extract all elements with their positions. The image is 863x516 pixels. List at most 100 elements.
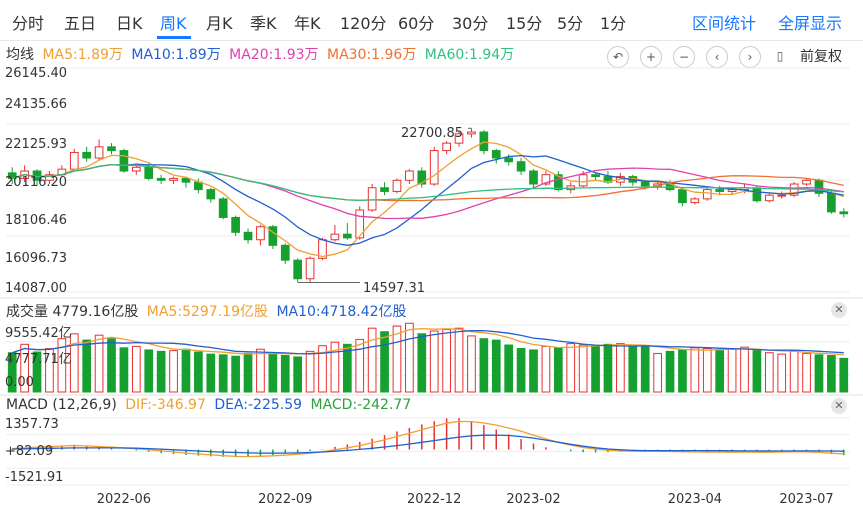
candle-body [342, 233, 352, 239]
candle-body [82, 151, 92, 159]
candle-body [467, 131, 476, 135]
x-tick-label: 2022-12 [407, 492, 461, 507]
close-volume-icon[interactable]: ✕ [831, 302, 847, 318]
volume-bar [7, 352, 17, 393]
dif-label: DIF:-346.97 [125, 397, 206, 413]
candle-body [218, 198, 228, 218]
x-tick-label: 2022-09 [258, 492, 312, 507]
range-stats-link[interactable]: 区间统计 [692, 14, 757, 33]
volume-bar [702, 348, 712, 393]
candle-body [839, 211, 849, 215]
candle-body [516, 161, 526, 172]
restore-rights-select[interactable]: 前复权 [800, 49, 842, 65]
candle-body [417, 170, 427, 185]
volume-bar [541, 345, 551, 393]
ma5-label: MA5:1.89万 [42, 47, 123, 63]
candle-body [367, 187, 377, 211]
candle-body [268, 226, 278, 246]
volume-bar [429, 330, 439, 393]
tab-fenshi[interactable]: 分时 [12, 14, 45, 33]
tab-year-k[interactable]: 年K [294, 14, 321, 33]
candle-body [504, 157, 514, 163]
tab-30min[interactable]: 30分 [452, 14, 489, 33]
volume-bar [318, 345, 327, 393]
close-macd-icon[interactable]: ✕ [831, 398, 847, 414]
tab-15min[interactable]: 15分 [506, 14, 543, 33]
x-tick-label: 2022-06 [97, 492, 151, 507]
ma-legend-title: 均线 [6, 47, 34, 63]
candle-body [529, 170, 538, 185]
volume-bar [57, 338, 67, 393]
tab-quarter-k[interactable]: 季K [250, 14, 277, 33]
macd-legend: MACD (12,26,9) DIF:-346.97 DEA:-225.59 M… [6, 397, 415, 413]
macd-title: MACD (12,26,9) [6, 397, 117, 413]
zoom-in-icon[interactable]: + [640, 46, 662, 68]
tab-120min[interactable]: 120分 [340, 14, 387, 33]
volume-bar [218, 354, 228, 393]
volume-bar [82, 339, 92, 393]
volume-bar [342, 343, 352, 393]
candle-body [442, 142, 451, 152]
candle-body [405, 170, 414, 181]
volume-bar [814, 354, 824, 393]
macd-tick: 1357.73 [5, 417, 59, 432]
volume-bar [690, 347, 700, 393]
candle-body [380, 187, 389, 192]
volume-bar [827, 355, 836, 393]
volume-bar [839, 357, 849, 393]
tab-1min[interactable]: 1分 [600, 14, 627, 33]
candle-body [640, 181, 650, 187]
volume-bar [603, 343, 613, 393]
candle-body [206, 189, 216, 200]
volume-bar [454, 327, 464, 393]
volume-bar [181, 348, 191, 393]
volume-bar [231, 355, 240, 393]
candle-body [94, 146, 104, 159]
candle-body [591, 174, 600, 178]
candle-body [69, 151, 79, 170]
volume-bar [442, 329, 451, 393]
candle-body [305, 257, 315, 280]
volume-bar [529, 349, 538, 393]
candle-body [7, 172, 17, 179]
divider [0, 40, 863, 41]
candle-body [702, 189, 712, 200]
volume-bar [156, 350, 166, 393]
volume-bar [94, 334, 104, 393]
ma20-label: MA20:1.93万 [229, 47, 319, 63]
volume-bar [280, 355, 290, 393]
tab-day-k[interactable]: 日K [116, 14, 143, 33]
candle-body [491, 150, 501, 159]
candle-body [355, 209, 365, 239]
candle-body [479, 131, 489, 152]
tab-five-day[interactable]: 五日 [64, 14, 97, 33]
candle-body [45, 174, 54, 181]
volume-legend: 成交量 4779.16亿股 MA5:5297.19亿股 MA10:4718.42… [6, 301, 411, 321]
dea-label: DEA:-225.59 [214, 397, 303, 413]
tab-month-k[interactable]: 月K [206, 14, 233, 33]
ma-legend: 均线 MA5:1.89万 MA10:1.89万 MA20:1.93万 MA30:… [6, 44, 518, 64]
volume-bar [107, 338, 116, 393]
candle-body [578, 174, 588, 187]
volume-bar [516, 348, 526, 393]
tab-5min[interactable]: 5分 [557, 14, 584, 33]
candle-body [752, 187, 762, 202]
tab-60min[interactable]: 60分 [398, 14, 435, 33]
volume-tick: 0.00 [5, 375, 34, 390]
fullscreen-link[interactable]: 全屏显示 [778, 14, 843, 33]
candle-body [293, 259, 303, 280]
volume-bar [553, 347, 563, 393]
ma10-line [12, 154, 844, 246]
vol-ma5-line [11, 327, 844, 356]
volume-bar [45, 348, 54, 393]
volume-bar [380, 331, 389, 393]
volume-bar [653, 352, 662, 393]
candle-body [231, 216, 240, 233]
candle-style-icon[interactable]: ▯ [770, 46, 790, 66]
volume-bar [777, 353, 787, 393]
tab-week-k[interactable]: 周K [160, 14, 187, 33]
price-tick: 14087.00 [5, 281, 68, 296]
volume-bar [802, 352, 811, 393]
candle-body [802, 179, 811, 185]
